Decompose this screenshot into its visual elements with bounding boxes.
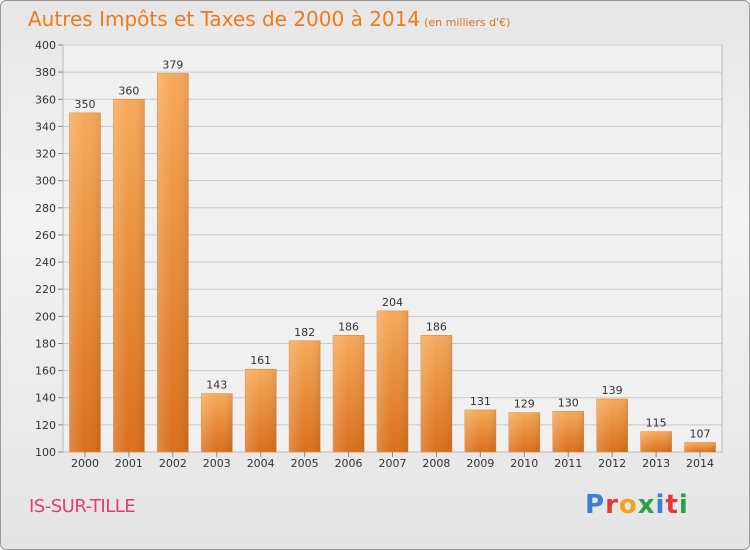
y-tick-label: 160	[35, 365, 56, 378]
y-tick-label: 320	[35, 148, 56, 161]
y-tick-label: 360	[35, 93, 56, 106]
y-tick-label: 380	[35, 66, 56, 79]
x-tick-label: 2000	[71, 457, 99, 470]
bar-value-label: 186	[426, 320, 447, 333]
y-tick-label: 300	[35, 175, 56, 188]
bar-shading	[245, 369, 277, 452]
bar-value-label: 143	[206, 379, 227, 392]
x-tick-label: 2012	[598, 457, 626, 470]
bar-value-label: 360	[118, 84, 139, 97]
x-tick-label: 2009	[466, 457, 494, 470]
x-tick-label: 2014	[686, 457, 714, 470]
x-tick-label: 2005	[291, 457, 319, 470]
chart-title: Autres Impôts et Taxes de 2000 à 2014 (en…	[28, 7, 511, 31]
logo-letter: o	[618, 490, 638, 520]
bar-shading	[684, 442, 716, 452]
bar-shading	[69, 112, 101, 452]
bar-shading	[377, 310, 408, 452]
y-tick-label: 220	[35, 283, 56, 296]
x-tick-label: 2010	[510, 457, 538, 470]
x-tick-label: 2001	[115, 457, 143, 470]
proxiti-logo: Proxiti	[585, 490, 689, 520]
x-tick-label: 2006	[335, 457, 363, 470]
bar-value-label: 139	[602, 384, 623, 397]
bar-shading	[289, 340, 321, 452]
x-tick-label: 2003	[203, 457, 231, 470]
bar-value-label: 107	[690, 428, 711, 441]
bar-shading	[464, 409, 496, 452]
y-tick-label: 180	[35, 337, 56, 350]
x-tick-label: 2002	[159, 457, 187, 470]
bar-shading	[508, 412, 540, 452]
logo-letter: i	[678, 490, 689, 520]
bar-value-label: 161	[250, 354, 271, 367]
bar-shading	[333, 335, 365, 452]
logo-letter: t	[665, 490, 679, 520]
logo-letter: P	[585, 490, 606, 520]
logo-letter: x	[637, 490, 656, 520]
x-tick-label: 2004	[247, 457, 275, 470]
bar-value-label: 204	[382, 296, 403, 309]
bar-value-label: 129	[514, 398, 535, 411]
bar-value-label: 186	[338, 320, 359, 333]
y-tick-label: 120	[35, 419, 56, 432]
bar-value-label: 130	[558, 396, 579, 409]
bar-shading	[552, 411, 584, 452]
chart-subtitle: (en milliers d'€)	[424, 16, 511, 29]
bar-shading	[113, 99, 145, 453]
x-tick-label: 2013	[642, 457, 670, 470]
bar-shading	[157, 73, 189, 453]
bar-value-label: 182	[294, 326, 315, 339]
y-tick-label: 140	[35, 392, 56, 405]
y-tick-label: 200	[35, 310, 56, 323]
bar-value-label: 115	[646, 417, 667, 430]
y-tick-label: 340	[35, 120, 56, 133]
y-tick-label: 400	[35, 39, 56, 52]
y-tick-label: 260	[35, 229, 56, 242]
y-tick-label: 100	[35, 446, 56, 459]
y-tick-label: 280	[35, 202, 56, 215]
y-tick-label: 240	[35, 256, 56, 269]
x-tick-label: 2007	[379, 457, 407, 470]
bar-shading	[596, 399, 628, 452]
bar-shading	[420, 335, 452, 452]
x-tick-label: 2011	[554, 457, 582, 470]
bar-value-label: 379	[162, 58, 183, 71]
bar-value-label: 131	[470, 395, 491, 408]
bar-shading	[640, 431, 672, 452]
commune-name: IS-SUR-TILLE	[29, 496, 136, 517]
bar-value-label: 350	[74, 98, 95, 111]
logo-letter: r	[605, 490, 619, 520]
x-tick-label: 2008	[422, 457, 450, 470]
logo-letter: i	[655, 490, 666, 520]
bar-shading	[201, 393, 233, 452]
